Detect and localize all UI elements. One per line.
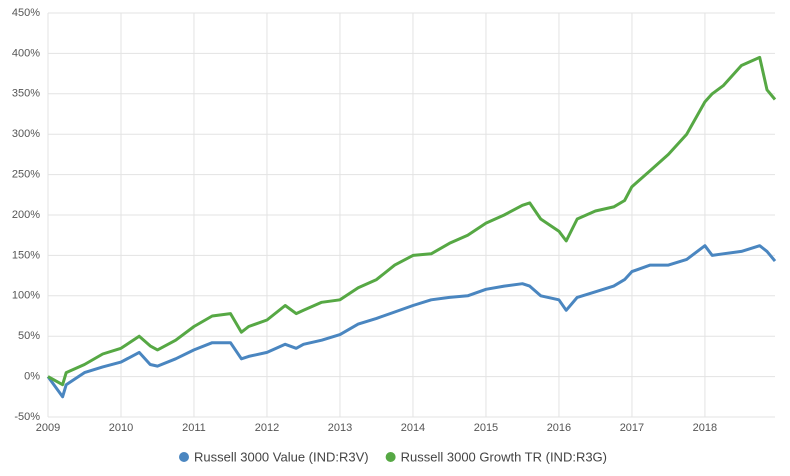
legend-label: Russell 3000 Growth TR (IND:R3G): [401, 449, 607, 464]
y-tick-label: 250%: [12, 169, 40, 181]
y-tick-label: 150%: [12, 249, 40, 261]
legend-marker: [385, 452, 396, 462]
x-tick-label: 2012: [255, 422, 279, 434]
x-tick-label: 2014: [401, 422, 425, 434]
y-tick-label: 450%: [12, 7, 40, 19]
y-tick-label: 350%: [12, 88, 40, 100]
x-tick-label: 2015: [474, 422, 498, 434]
x-tick-label: 2013: [328, 422, 352, 434]
y-tick-label: -50%: [14, 411, 40, 423]
x-tick-label: 2017: [620, 422, 644, 434]
y-tick-label: 100%: [12, 290, 40, 302]
series-line: [46, 244, 777, 399]
y-tick-label: 300%: [12, 128, 40, 140]
legend-marker: [179, 452, 189, 462]
y-tick-label: 0%: [24, 371, 40, 383]
legend-label: Russell 3000 Value (IND:R3V): [194, 449, 369, 464]
series-line: [47, 55, 777, 387]
x-tick-label: 2009: [36, 422, 60, 434]
y-tick-label: 50%: [18, 330, 40, 342]
x-tick-label: 2010: [109, 422, 133, 434]
legend: Russell 3000 Value (IND:R3V) Russell 3000…: [179, 449, 607, 464]
y-tick-label: 200%: [12, 209, 40, 221]
x-tick-label: 2018: [693, 422, 717, 434]
x-tick-label: 2011: [182, 422, 206, 434]
y-tick-label: 400%: [12, 47, 40, 59]
x-tick-label: 2016: [547, 422, 571, 434]
